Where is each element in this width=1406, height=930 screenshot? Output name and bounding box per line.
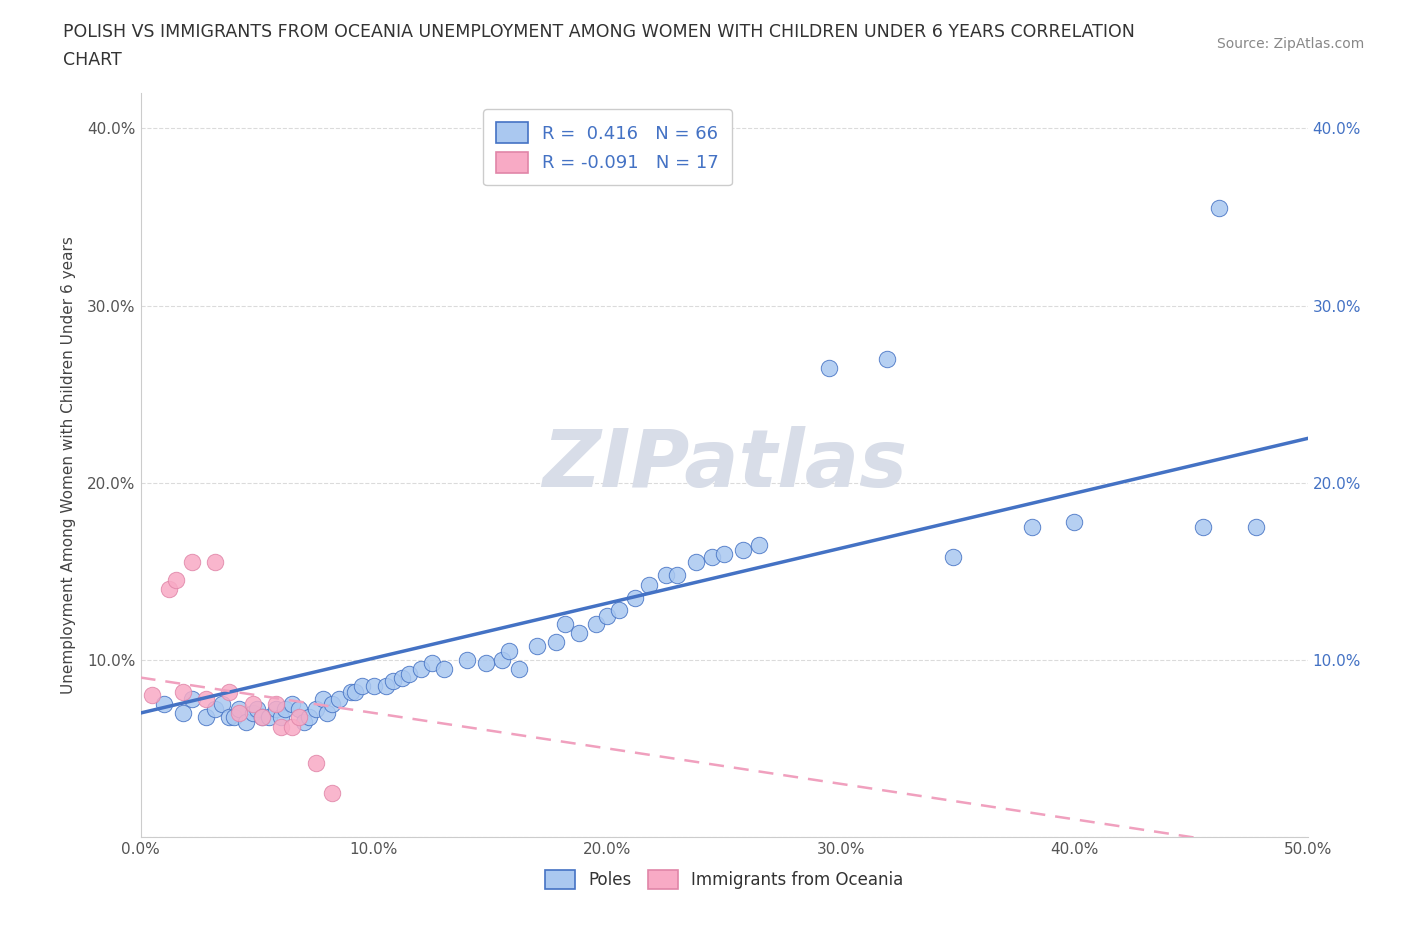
Point bbox=[638, 578, 661, 593]
Point bbox=[748, 538, 770, 552]
Point bbox=[596, 608, 619, 623]
Point bbox=[181, 555, 204, 570]
Point bbox=[554, 617, 576, 631]
Point bbox=[685, 555, 707, 570]
Point bbox=[274, 702, 297, 717]
Point bbox=[568, 626, 591, 641]
Point bbox=[250, 709, 273, 724]
Point bbox=[381, 673, 404, 688]
Point bbox=[311, 691, 333, 706]
Point bbox=[316, 706, 339, 721]
Point bbox=[352, 679, 374, 694]
Point bbox=[624, 591, 647, 605]
Point bbox=[242, 697, 264, 711]
Point bbox=[194, 691, 217, 706]
Point bbox=[141, 688, 163, 703]
Point bbox=[1021, 520, 1043, 535]
Point bbox=[498, 644, 520, 658]
Point bbox=[1244, 520, 1267, 535]
Point bbox=[204, 702, 226, 717]
Point bbox=[288, 702, 311, 717]
Point bbox=[1063, 514, 1085, 529]
Point bbox=[363, 679, 385, 694]
Point bbox=[544, 634, 567, 649]
Point bbox=[264, 697, 287, 711]
Text: POLISH VS IMMIGRANTS FROM OCEANIA UNEMPLOYMENT AMONG WOMEN WITH CHILDREN UNDER 6: POLISH VS IMMIGRANTS FROM OCEANIA UNEMPL… bbox=[63, 23, 1135, 41]
Point bbox=[250, 709, 273, 724]
Point bbox=[702, 550, 724, 565]
Point bbox=[339, 684, 361, 699]
Point bbox=[321, 697, 343, 711]
Point bbox=[585, 617, 607, 631]
Point bbox=[242, 706, 264, 721]
Point bbox=[731, 542, 754, 557]
Point bbox=[305, 702, 328, 717]
Point bbox=[1208, 201, 1230, 216]
Point bbox=[344, 684, 367, 699]
Point bbox=[491, 653, 513, 668]
Point bbox=[475, 656, 498, 671]
Point bbox=[153, 697, 176, 711]
Point bbox=[246, 702, 269, 717]
Text: ZIPatlas: ZIPatlas bbox=[541, 426, 907, 504]
Point bbox=[264, 702, 287, 717]
Point bbox=[1191, 520, 1213, 535]
Point bbox=[270, 709, 292, 724]
Point bbox=[181, 691, 204, 706]
Point bbox=[298, 709, 321, 724]
Point bbox=[194, 709, 217, 724]
Point bbox=[305, 755, 328, 770]
Point bbox=[172, 706, 194, 721]
Point bbox=[270, 720, 292, 735]
Point bbox=[818, 360, 841, 375]
Point bbox=[257, 709, 280, 724]
Point bbox=[391, 671, 413, 685]
Point bbox=[433, 661, 456, 676]
Point bbox=[328, 691, 350, 706]
Text: CHART: CHART bbox=[63, 51, 122, 69]
Point bbox=[228, 702, 250, 717]
Point bbox=[211, 697, 233, 711]
Legend: Poles, Immigrants from Oceania: Poles, Immigrants from Oceania bbox=[538, 863, 910, 896]
Point bbox=[321, 785, 343, 800]
Point bbox=[526, 638, 548, 653]
Point bbox=[281, 720, 304, 735]
Point bbox=[222, 709, 245, 724]
Point bbox=[292, 714, 315, 729]
Text: Source: ZipAtlas.com: Source: ZipAtlas.com bbox=[1216, 37, 1364, 51]
Point bbox=[288, 709, 311, 724]
Point bbox=[655, 567, 678, 582]
Y-axis label: Unemployment Among Women with Children Under 6 years: Unemployment Among Women with Children U… bbox=[60, 236, 76, 694]
Point bbox=[422, 656, 444, 671]
Point bbox=[508, 661, 530, 676]
Point bbox=[165, 573, 187, 588]
Point bbox=[607, 603, 630, 618]
Point bbox=[374, 679, 396, 694]
Point bbox=[157, 581, 180, 596]
Point bbox=[456, 653, 478, 668]
Point bbox=[713, 546, 735, 561]
Point bbox=[942, 550, 965, 565]
Point bbox=[876, 352, 898, 366]
Point bbox=[281, 697, 304, 711]
Point bbox=[218, 709, 240, 724]
Point bbox=[398, 667, 420, 682]
Point bbox=[172, 684, 194, 699]
Point bbox=[228, 706, 250, 721]
Point bbox=[666, 567, 689, 582]
Point bbox=[218, 684, 240, 699]
Point bbox=[409, 661, 432, 676]
Point bbox=[204, 555, 226, 570]
Point bbox=[235, 714, 257, 729]
